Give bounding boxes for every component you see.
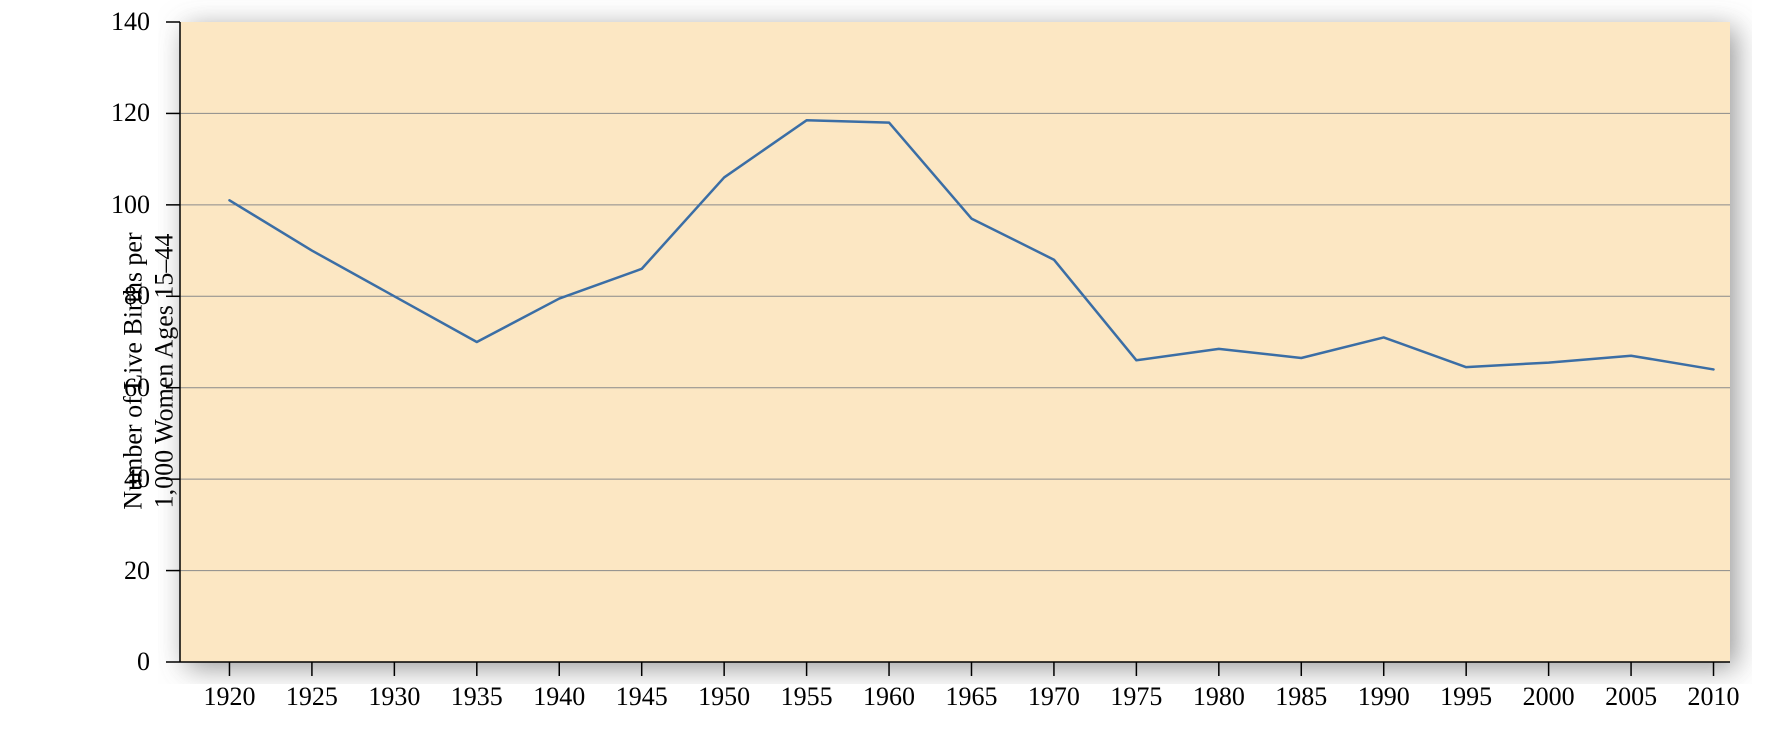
plot-area: 020406080100120140 192019251930193519401… <box>180 22 1730 662</box>
x-tick-label: 1935 <box>451 682 503 712</box>
x-tick-label: 1985 <box>1275 682 1327 712</box>
y-tick-label: 20 <box>124 556 150 586</box>
x-tick-label: 2000 <box>1523 682 1575 712</box>
x-tick-label: 2005 <box>1605 682 1657 712</box>
y-tick-label: 80 <box>124 281 150 311</box>
y-tick-label: 120 <box>111 98 150 128</box>
x-tick-label: 1975 <box>1110 682 1162 712</box>
line-chart-svg <box>158 0 1752 684</box>
x-tick-label: 1980 <box>1193 682 1245 712</box>
chart-container: Number of Live Births per 1,000 Women Ag… <box>0 0 1772 741</box>
x-tick-label: 1945 <box>616 682 668 712</box>
x-tick-label: 1965 <box>945 682 997 712</box>
x-tick-label: 1920 <box>203 682 255 712</box>
y-tick-label: 140 <box>111 7 150 37</box>
y-tick-label: 40 <box>124 464 150 494</box>
y-tick-label: 60 <box>124 373 150 403</box>
x-tick-label: 1950 <box>698 682 750 712</box>
x-tick-labels: 1920192519301935194019451950195519601965… <box>180 662 1730 702</box>
x-tick-label: 1930 <box>368 682 420 712</box>
x-tick-label: 1990 <box>1358 682 1410 712</box>
x-tick-label: 2010 <box>1688 682 1740 712</box>
x-tick-label: 1995 <box>1440 682 1492 712</box>
x-tick-label: 1940 <box>533 682 585 712</box>
x-tick-label: 1925 <box>286 682 338 712</box>
x-tick-label: 1955 <box>781 682 833 712</box>
x-tick-label: 1960 <box>863 682 915 712</box>
x-tick-label: 1970 <box>1028 682 1080 712</box>
y-tick-label: 0 <box>137 647 150 677</box>
y-tick-label: 100 <box>111 190 150 220</box>
